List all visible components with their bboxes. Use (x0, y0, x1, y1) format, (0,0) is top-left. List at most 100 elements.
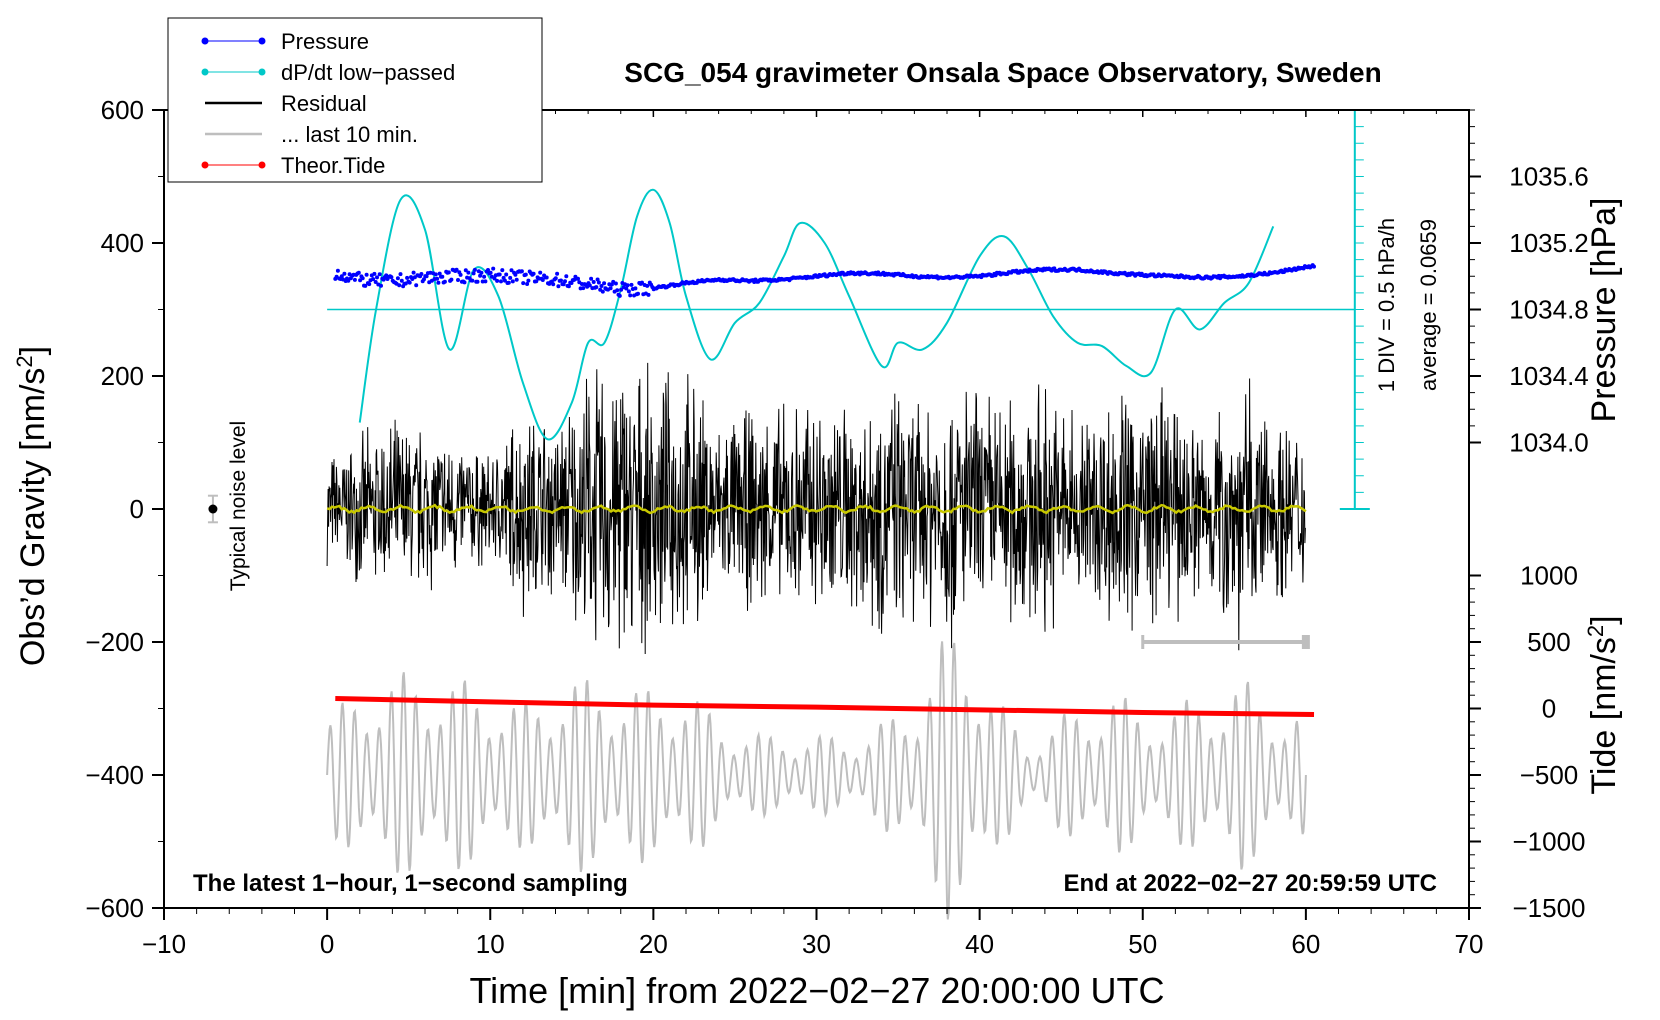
pressure-point (646, 292, 651, 297)
pressure-point (491, 266, 496, 271)
pressure-point (424, 274, 429, 279)
pressure-point (509, 268, 514, 273)
legend-swatch-dot (201, 161, 209, 169)
pressure-point (544, 275, 549, 280)
legend: Pressure dP/dt low−passed Residual ... last… (167, 17, 543, 183)
pressure-point (458, 272, 463, 277)
pressure-point (513, 272, 518, 277)
pressure-point (576, 276, 580, 281)
pressure-point (367, 282, 372, 287)
pressure-point (551, 282, 556, 287)
pressure-point (497, 272, 502, 277)
pressure-point (581, 286, 586, 291)
y-tick-label-left: −200 (85, 627, 144, 657)
pressure-point (373, 280, 378, 284)
pressure-point (563, 279, 567, 284)
y-tick-label-pressure: 1034.0 (1509, 428, 1589, 458)
y-tick-label-tide: −1500 (1512, 893, 1585, 923)
pressure-point (411, 270, 416, 275)
pressure-point (398, 272, 403, 277)
x-tick-label: 70 (1455, 929, 1484, 959)
y-tick-label-left: 600 (101, 95, 144, 125)
y-tick-label-left: −600 (85, 893, 144, 923)
pressure-point (508, 275, 513, 280)
pressure-point (356, 270, 361, 275)
pressure-point (422, 277, 426, 282)
pressure-point (483, 279, 488, 284)
y-tick-label-left: 400 (101, 228, 144, 258)
legend-box (167, 17, 543, 183)
y-axis-left-label: Obs’d Gravity [nm/s2] (12, 346, 52, 666)
pressure-point (479, 270, 484, 275)
y-tick-label-left: 200 (101, 361, 144, 391)
y-tick-label-pressure: 1034.8 (1509, 295, 1589, 325)
pressure-point (555, 271, 560, 276)
pressure-point (617, 293, 622, 298)
pressure-point (397, 283, 402, 288)
legend-swatch-dot (258, 161, 266, 169)
pressure-point (492, 276, 497, 281)
pressure-point (449, 277, 454, 282)
y-tick-label-left: −400 (85, 760, 144, 790)
y-axis-tide-label: Tide [nm/s2] (1583, 615, 1623, 794)
chart-title: SCG_054 gravimeter Onsala Space Observat… (624, 57, 1381, 88)
pressure-point (440, 274, 445, 279)
pressure-point (640, 280, 644, 285)
pressure-point (488, 270, 493, 275)
legend-label: Pressure (281, 29, 369, 54)
x-tick-label: 20 (639, 929, 668, 959)
pressure-point (342, 271, 347, 276)
pressure-point (339, 274, 344, 279)
pressure-point (594, 285, 599, 290)
pressure-point (629, 282, 634, 287)
pressure-point (405, 275, 410, 280)
pressure-point (495, 278, 500, 283)
pressure-point (613, 281, 618, 286)
pressure-point (363, 283, 368, 288)
pressure-point (615, 288, 620, 293)
pressure-point (364, 272, 369, 277)
pressure-point (377, 272, 382, 277)
series-theor-tide-line (335, 696, 1315, 717)
pressure-point (514, 277, 519, 282)
x-tick-label: 50 (1128, 929, 1157, 959)
x-tick-label: 0 (320, 929, 334, 959)
legend-label: dP/dt low−passed (281, 60, 455, 85)
y-tick-label-pressure: 1035.2 (1509, 228, 1589, 258)
pressure-point (435, 276, 440, 281)
pressure-point (559, 278, 563, 283)
y-tick-label-tide: −1000 (1512, 827, 1585, 857)
pressure-point (566, 284, 571, 289)
pressure-point (599, 284, 604, 288)
pressure-point (478, 273, 483, 278)
pressure-point (587, 283, 592, 288)
pressure-point (636, 291, 640, 296)
pressure-point (624, 286, 629, 291)
x-tick-label: 60 (1291, 929, 1320, 959)
pressure-point (510, 279, 515, 284)
x-tick-label: −10 (142, 929, 186, 959)
annotation-right: End at 2022−02−27 20:59:59 UTC (1063, 870, 1437, 897)
y-tick-label-pressure: 1035.6 (1509, 162, 1589, 192)
pressure-point (534, 279, 539, 284)
noise-level-label: Typical noise level (227, 421, 250, 591)
pressure-point (556, 284, 561, 289)
series-dpdt-line (358, 188, 1275, 441)
dpdt-scale (1339, 109, 1370, 510)
dpdt-average-label: average = 0.0659 (1416, 219, 1441, 391)
x-tick-label: 40 (965, 929, 994, 959)
y-tick-label-tide: 1000 (1520, 561, 1578, 591)
pressure-point (463, 268, 468, 273)
legend-label: Theor.Tide (281, 153, 385, 178)
pressure-point (608, 286, 613, 291)
pressure-point (499, 279, 503, 284)
pressure-point (372, 271, 377, 276)
pressure-point (437, 271, 442, 276)
y-tick-label-pressure: 1034.4 (1509, 361, 1589, 391)
series-layer (207, 188, 1355, 920)
legend-label: ... last 10 min. (281, 122, 418, 147)
pressure-point (399, 278, 404, 283)
pressure-point (472, 267, 477, 272)
dpdt-div-label: 1 DIV = 0.5 hPa/h (1374, 218, 1399, 392)
